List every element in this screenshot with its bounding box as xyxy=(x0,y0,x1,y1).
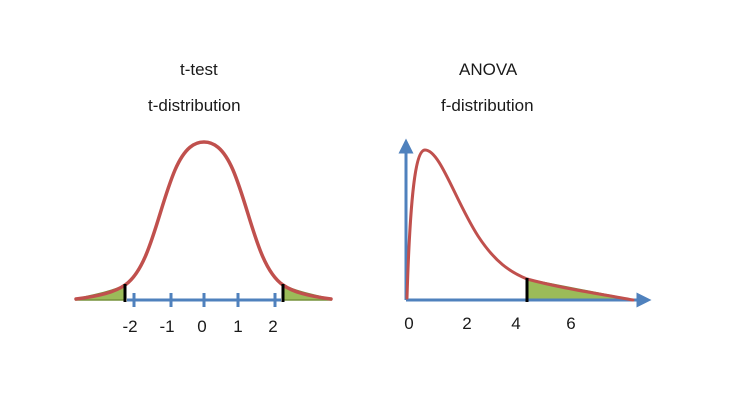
t-density-curve xyxy=(74,140,333,301)
f-tick-label: 6 xyxy=(566,314,576,333)
f-tick-label: 2 xyxy=(462,314,472,333)
f-density-curve xyxy=(405,148,635,302)
anova-heading: ANOVA xyxy=(459,60,518,79)
f-tick-label: 4 xyxy=(511,314,521,333)
f-tick-label: 0 xyxy=(404,314,414,333)
t-tick-label: -1 xyxy=(159,317,175,336)
t-tick-label: 1 xyxy=(233,317,243,336)
f-distribution-subheading: f-distribution xyxy=(441,96,534,115)
t-test-heading: t-test xyxy=(180,60,218,79)
t-tick-label: 0 xyxy=(197,317,207,336)
t-tick-label: -2 xyxy=(122,317,138,336)
t-tick-label: 2 xyxy=(268,317,278,336)
t-distribution-subheading: t-distribution xyxy=(148,96,241,115)
